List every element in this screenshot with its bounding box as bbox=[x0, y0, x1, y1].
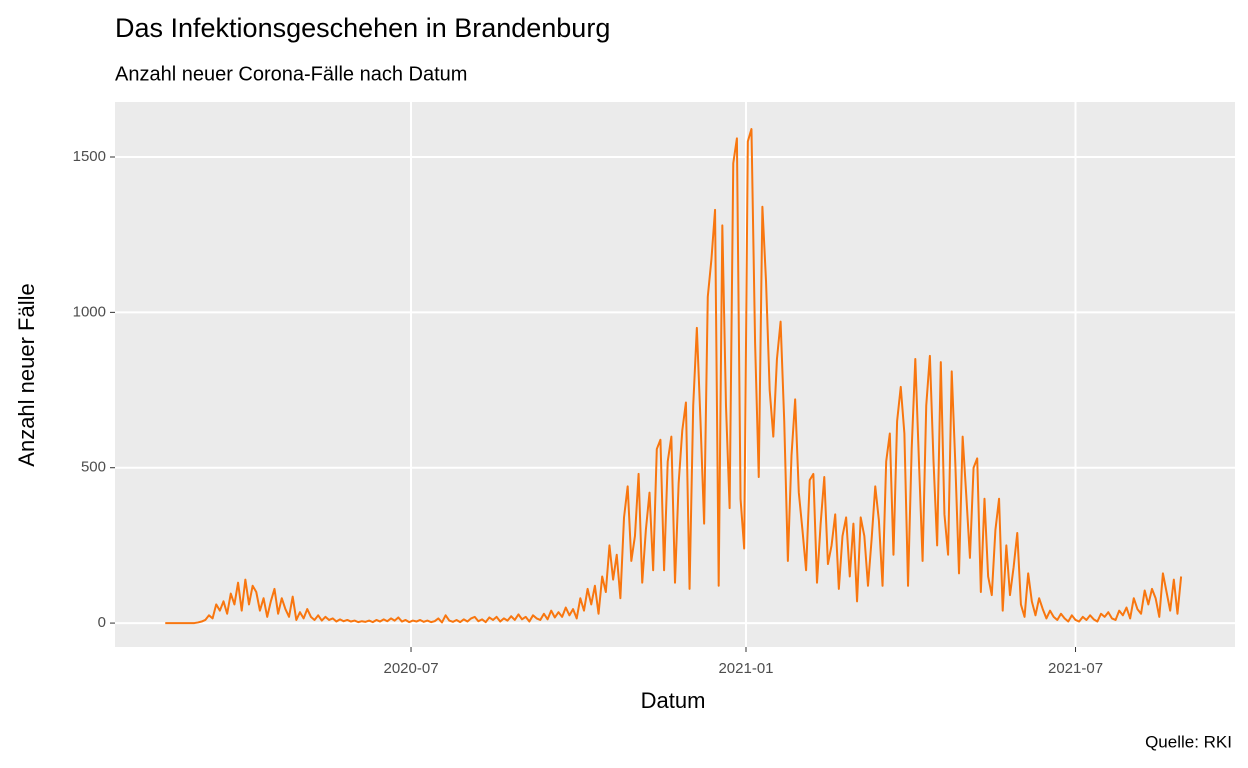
y-tick-label: 1500 bbox=[73, 148, 106, 165]
x-axis-title: Datum bbox=[641, 688, 706, 713]
x-tick-label: 2021-01 bbox=[718, 660, 773, 677]
caption: Quelle: RKI bbox=[1145, 732, 1232, 751]
y-tick-label: 0 bbox=[98, 614, 106, 631]
chart-title: Das Infektionsgeschehen in Brandenburg bbox=[115, 13, 610, 43]
y-tick-label: 1000 bbox=[73, 303, 106, 320]
y-tick-label: 500 bbox=[81, 459, 106, 476]
chart-subtitle: Anzahl neuer Corona-Fälle nach Datum bbox=[115, 63, 467, 85]
x-tick-label: 2020-07 bbox=[383, 660, 438, 677]
y-axis-title: Anzahl neuer Fälle bbox=[14, 283, 39, 466]
data-line bbox=[165, 128, 1183, 625]
x-tick-label: 2021-07 bbox=[1048, 660, 1103, 677]
